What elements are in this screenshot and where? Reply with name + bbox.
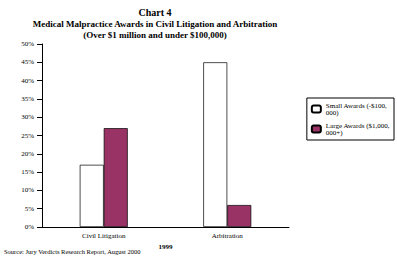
svg-text:50%: 50% (21, 40, 34, 48)
svg-text:10%: 10% (21, 186, 34, 194)
svg-text:5%: 5% (25, 205, 35, 213)
svg-text:000+): 000+) (326, 129, 343, 137)
svg-text:20%: 20% (21, 150, 34, 158)
svg-text:Large Awards ($1,000,: Large Awards ($1,000, (325, 121, 390, 130)
svg-text:0%: 0% (25, 223, 35, 231)
svg-text:15%: 15% (21, 168, 34, 176)
svg-text:Source: Jury Verdicts Research: Source: Jury Verdicts Research Report, A… (4, 248, 141, 255)
svg-text:1999: 1999 (159, 243, 174, 251)
svg-text:Arbitration: Arbitration (212, 232, 244, 240)
svg-text:Chart 4: Chart 4 (138, 7, 171, 18)
svg-text:25%: 25% (21, 132, 34, 140)
svg-text:000): 000) (326, 109, 340, 117)
svg-text:(Over $1 million and under $10: (Over $1 million and under $100,000) (83, 30, 227, 40)
svg-text:45%: 45% (21, 58, 34, 66)
svg-text:Small Awards (-$100,: Small Awards (-$100, (325, 101, 387, 110)
svg-text:Medical Malpractice Awards in: Medical Malpractice Awards in Civil Liti… (33, 19, 278, 29)
svg-text:30%: 30% (21, 113, 34, 121)
svg-text:Civil Litigation: Civil Litigation (82, 232, 126, 240)
svg-text:40%: 40% (21, 77, 34, 85)
svg-text:35%: 35% (21, 95, 34, 103)
